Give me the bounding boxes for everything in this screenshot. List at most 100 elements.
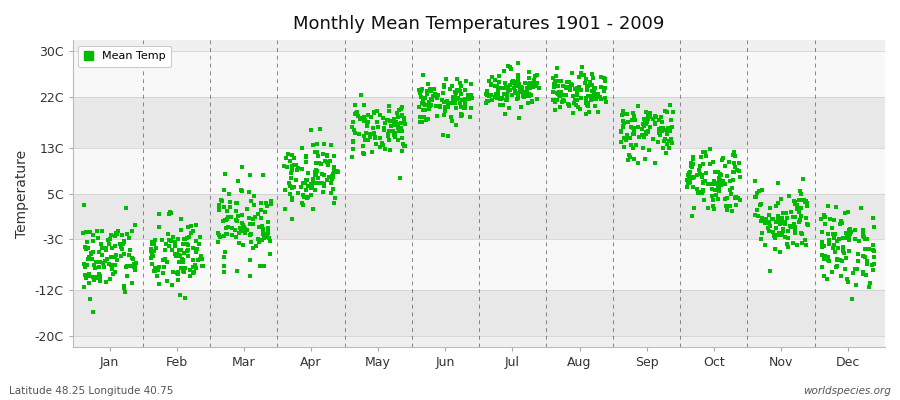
- Point: [225, 225, 239, 232]
- Point: [103, 240, 117, 247]
- Point: [791, 197, 806, 204]
- Point: [712, 183, 726, 190]
- Point: [732, 168, 746, 174]
- Point: [284, 170, 298, 176]
- Point: [639, 108, 653, 115]
- Point: [526, 80, 541, 86]
- Point: [346, 138, 361, 145]
- Point: [184, 230, 199, 236]
- Point: [724, 208, 739, 215]
- Point: [834, 218, 849, 224]
- Point: [298, 180, 312, 187]
- Point: [500, 96, 514, 103]
- Point: [217, 254, 231, 260]
- Point: [789, 206, 804, 212]
- Point: [235, 163, 249, 170]
- Point: [124, 228, 139, 234]
- Point: [562, 102, 576, 109]
- Point: [755, 215, 770, 221]
- Point: [686, 156, 700, 162]
- Point: [579, 95, 593, 101]
- Point: [302, 182, 316, 189]
- Point: [295, 202, 310, 208]
- Point: [754, 187, 769, 193]
- Point: [147, 248, 161, 254]
- Point: [284, 174, 298, 181]
- Point: [711, 196, 725, 202]
- Point: [758, 242, 772, 248]
- Point: [363, 134, 377, 141]
- Point: [361, 137, 375, 143]
- Point: [79, 239, 94, 245]
- Point: [321, 162, 336, 168]
- Point: [791, 207, 806, 214]
- Point: [127, 264, 141, 270]
- Point: [653, 132, 668, 138]
- Point: [799, 200, 814, 206]
- Point: [295, 145, 310, 151]
- Point: [165, 282, 179, 288]
- Point: [239, 206, 254, 212]
- Point: [455, 111, 470, 118]
- Point: [86, 232, 101, 238]
- Point: [218, 170, 232, 177]
- Point: [766, 229, 780, 235]
- Point: [256, 262, 271, 269]
- Point: [186, 264, 201, 270]
- Point: [771, 212, 786, 219]
- Point: [597, 88, 611, 94]
- Point: [350, 111, 365, 118]
- Point: [689, 172, 704, 178]
- Point: [176, 269, 191, 275]
- Point: [490, 95, 504, 102]
- Point: [164, 237, 178, 244]
- Point: [327, 167, 341, 173]
- Point: [371, 124, 385, 130]
- Point: [866, 267, 880, 274]
- Point: [219, 231, 233, 238]
- Point: [383, 123, 398, 129]
- Point: [511, 94, 526, 101]
- Point: [707, 180, 722, 186]
- Point: [639, 120, 653, 127]
- Point: [219, 216, 233, 223]
- Y-axis label: Temperature: Temperature: [15, 150, 29, 238]
- Point: [590, 96, 604, 102]
- Point: [547, 99, 562, 105]
- Point: [302, 170, 316, 176]
- Point: [317, 182, 331, 189]
- Point: [634, 126, 649, 132]
- Point: [286, 162, 301, 168]
- Point: [627, 125, 642, 132]
- Point: [823, 216, 837, 222]
- Point: [707, 187, 722, 194]
- Point: [511, 78, 526, 84]
- Point: [843, 226, 858, 232]
- Point: [488, 93, 502, 100]
- Point: [110, 256, 124, 263]
- Point: [829, 264, 843, 270]
- Point: [128, 263, 142, 270]
- Point: [216, 263, 230, 269]
- Point: [769, 225, 783, 231]
- Point: [170, 236, 184, 242]
- Point: [148, 237, 162, 243]
- Point: [347, 130, 362, 137]
- Bar: [73, 239, 885, 290]
- Point: [224, 214, 238, 220]
- Point: [662, 138, 676, 145]
- Point: [247, 193, 261, 199]
- Point: [696, 180, 710, 186]
- Point: [648, 113, 662, 120]
- Point: [788, 230, 802, 236]
- Point: [284, 167, 299, 174]
- Point: [780, 235, 795, 242]
- Point: [491, 93, 506, 99]
- Point: [555, 96, 570, 103]
- Point: [87, 262, 102, 268]
- Point: [177, 265, 192, 271]
- Point: [514, 84, 528, 90]
- Point: [413, 89, 428, 96]
- Point: [166, 234, 180, 240]
- Point: [772, 221, 787, 228]
